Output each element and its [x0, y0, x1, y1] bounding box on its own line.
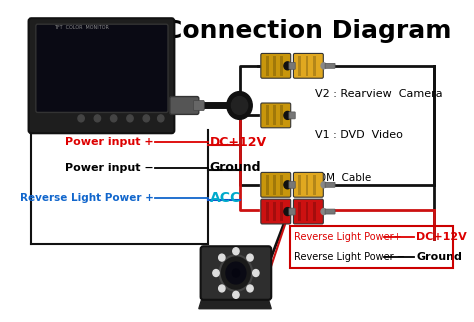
- Polygon shape: [199, 294, 271, 309]
- Circle shape: [213, 270, 219, 277]
- Circle shape: [233, 248, 239, 255]
- Circle shape: [219, 255, 252, 291]
- FancyBboxPatch shape: [299, 175, 301, 195]
- Circle shape: [94, 115, 100, 122]
- FancyBboxPatch shape: [273, 175, 276, 195]
- FancyBboxPatch shape: [266, 202, 269, 222]
- Text: 20M  Cable: 20M Cable: [312, 173, 371, 183]
- Text: Power input −: Power input −: [65, 163, 154, 173]
- FancyBboxPatch shape: [306, 175, 309, 195]
- FancyBboxPatch shape: [293, 172, 323, 197]
- Circle shape: [233, 291, 239, 298]
- FancyBboxPatch shape: [266, 56, 269, 76]
- FancyBboxPatch shape: [261, 103, 291, 128]
- Text: DC+12V: DC+12V: [416, 232, 467, 242]
- Text: ACC: ACC: [210, 191, 241, 205]
- Circle shape: [321, 63, 327, 69]
- Text: Ground: Ground: [210, 161, 261, 175]
- Circle shape: [321, 209, 327, 214]
- Circle shape: [232, 269, 239, 277]
- FancyBboxPatch shape: [280, 202, 283, 222]
- FancyBboxPatch shape: [170, 97, 199, 114]
- FancyBboxPatch shape: [261, 199, 291, 224]
- FancyBboxPatch shape: [289, 208, 295, 215]
- Circle shape: [127, 115, 133, 122]
- Text: Ground: Ground: [416, 252, 462, 262]
- FancyBboxPatch shape: [313, 175, 316, 195]
- Text: TFT  COLOR  MONITOR: TFT COLOR MONITOR: [54, 25, 109, 30]
- FancyBboxPatch shape: [266, 175, 269, 195]
- Circle shape: [284, 208, 291, 215]
- FancyBboxPatch shape: [289, 62, 295, 69]
- Circle shape: [253, 270, 259, 277]
- Text: DC+12V: DC+12V: [210, 136, 267, 149]
- FancyBboxPatch shape: [299, 202, 301, 222]
- Circle shape: [219, 285, 225, 292]
- FancyBboxPatch shape: [306, 202, 309, 222]
- FancyBboxPatch shape: [313, 202, 316, 222]
- FancyBboxPatch shape: [289, 112, 295, 119]
- Text: Reverse Light Power +: Reverse Light Power +: [19, 193, 154, 203]
- FancyBboxPatch shape: [273, 106, 276, 125]
- FancyBboxPatch shape: [325, 209, 335, 214]
- FancyBboxPatch shape: [280, 175, 283, 195]
- Text: Connection Diagram: Connection Diagram: [164, 19, 451, 43]
- FancyBboxPatch shape: [266, 106, 269, 125]
- Circle shape: [143, 115, 149, 122]
- Text: Reverse Light Power+: Reverse Light Power+: [294, 232, 401, 242]
- FancyBboxPatch shape: [280, 56, 283, 76]
- Circle shape: [284, 62, 291, 70]
- Text: Reverse Light Power −: Reverse Light Power −: [294, 252, 405, 262]
- FancyBboxPatch shape: [306, 56, 309, 76]
- FancyBboxPatch shape: [261, 53, 291, 78]
- Circle shape: [227, 91, 252, 119]
- Circle shape: [78, 115, 84, 122]
- Circle shape: [321, 182, 327, 188]
- Circle shape: [226, 262, 246, 284]
- Circle shape: [284, 111, 291, 119]
- FancyBboxPatch shape: [36, 24, 168, 112]
- FancyBboxPatch shape: [193, 100, 204, 110]
- FancyBboxPatch shape: [325, 63, 335, 68]
- FancyBboxPatch shape: [273, 56, 276, 76]
- FancyBboxPatch shape: [293, 199, 323, 224]
- Circle shape: [110, 115, 117, 122]
- Circle shape: [158, 115, 164, 122]
- FancyBboxPatch shape: [201, 246, 271, 300]
- FancyBboxPatch shape: [325, 182, 335, 187]
- FancyBboxPatch shape: [28, 18, 174, 133]
- Circle shape: [284, 181, 291, 189]
- FancyBboxPatch shape: [280, 106, 283, 125]
- Text: V2 : Rearview  Camera: V2 : Rearview Camera: [315, 89, 442, 99]
- Text: V1 : DVD  Video: V1 : DVD Video: [315, 130, 402, 140]
- FancyBboxPatch shape: [289, 181, 295, 188]
- FancyBboxPatch shape: [293, 53, 323, 78]
- FancyBboxPatch shape: [273, 202, 276, 222]
- FancyBboxPatch shape: [313, 56, 316, 76]
- Circle shape: [219, 254, 225, 261]
- Circle shape: [247, 285, 253, 292]
- Circle shape: [247, 254, 253, 261]
- FancyBboxPatch shape: [299, 56, 301, 76]
- Circle shape: [231, 97, 248, 114]
- FancyBboxPatch shape: [261, 172, 291, 197]
- Text: Power input +: Power input +: [65, 137, 154, 147]
